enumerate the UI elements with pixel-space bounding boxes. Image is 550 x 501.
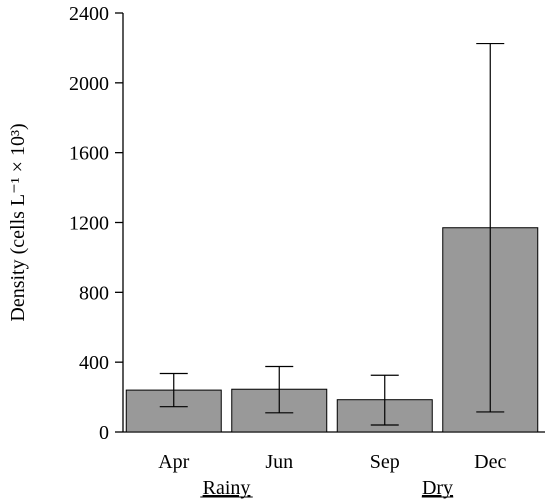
y-tick-label: 1200	[69, 213, 109, 235]
y-tick-label: 0	[99, 422, 109, 444]
x-tick-label-sep: Sep	[370, 451, 400, 473]
y-tick-label: 2400	[69, 3, 109, 25]
y-tick-label: 2000	[69, 73, 109, 95]
bars-group	[125, 227, 539, 433]
y-tick-label: 400	[79, 352, 109, 374]
group-label-dry: Dry	[422, 477, 453, 499]
x-axis-labels: Apr Jun Sep Dec	[158, 451, 506, 473]
error-bars-group	[159, 42, 505, 426]
y-axis-ticks: 0 400 800 1200 1600 2000 2400	[69, 3, 123, 444]
x-tick-label-apr: Apr	[158, 451, 189, 473]
x-tick-label-jun: Jun	[265, 451, 293, 473]
y-tick-label: 800	[79, 282, 109, 304]
group-labels: Rainy Dry	[200, 477, 454, 499]
y-tick-label: 1600	[69, 143, 109, 165]
x-tick-label-dec: Dec	[474, 451, 506, 473]
y-axis-label: Density (cells L⁻¹ × 10³)	[7, 123, 29, 321]
group-label-rainy: Rainy	[203, 477, 251, 499]
